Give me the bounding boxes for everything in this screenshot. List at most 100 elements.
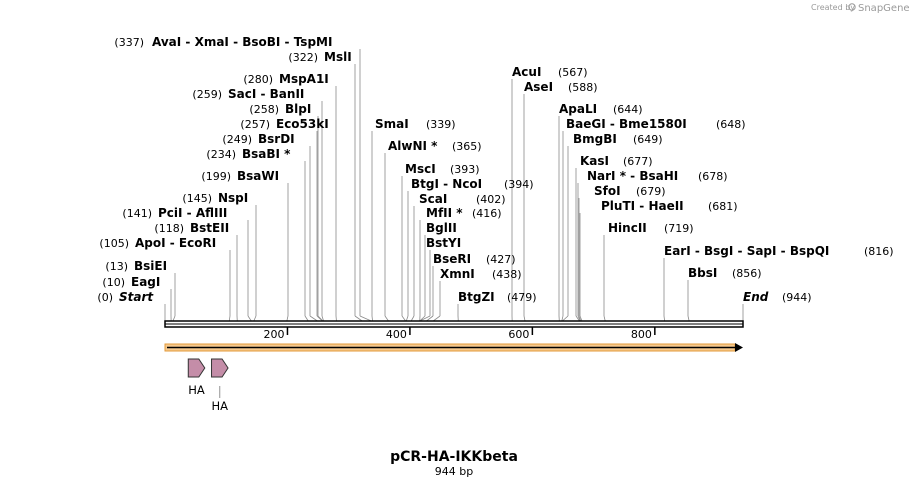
orf-arrowhead-icon [735,343,743,352]
site-leader-join [410,315,415,322]
site-leader-join [401,315,406,322]
site-position: (322) [288,51,318,64]
site-position: (648) [716,118,746,131]
ruler-tick-label: 600 [508,328,529,341]
site-position: (258) [249,103,279,116]
site-leader-join [687,315,690,322]
site-name: BsaBI * [242,147,291,161]
site-name: BtgI - NcoI [411,177,482,191]
site-position: (427) [486,253,516,266]
site-position: (118) [154,222,184,235]
features: HA HA [187,358,229,413]
site-name: ApaLI [559,102,597,116]
site-position: (677) [623,155,653,168]
site-name: KasI [580,154,609,168]
site-position: (10) [102,276,125,289]
site-leader-join [426,315,434,322]
site-name: BsaWI [237,169,279,183]
site-position: (0) [97,291,113,304]
site-position: (145) [182,192,212,205]
site-leader-join [384,315,389,322]
site-name: ScaI [419,192,447,206]
site-leader-join [562,315,569,322]
site-leader-join [579,315,583,322]
map-title: pCR-HA-IKKbeta [390,449,518,465]
site-leader-join [405,315,409,322]
site-position: (259) [192,88,222,101]
site-name: HincII [608,221,647,235]
site-name: NspI [218,191,248,205]
site-position: (678) [698,170,728,183]
site-name: AlwNI * [388,139,438,153]
site-name: MscI [405,162,436,176]
site-position: (393) [450,163,480,176]
site-name: SmaI [375,117,409,131]
site-leader-join [304,315,309,322]
feature-label: HA [188,383,205,397]
site-name: MspA1I [279,72,329,86]
site-name: BlpI [285,102,311,116]
site-leader-join [419,315,431,322]
credit-brand: SnapGene [858,3,909,14]
site-position: (365) [452,140,482,153]
site-position: (944) [782,291,812,304]
site-name: EarI - BsgI - SapI - BspQI [664,244,829,258]
site-name: BsrDI [258,132,295,146]
site-leaders [164,49,744,322]
site-position: (234) [206,148,236,161]
site-leader-join [321,315,324,322]
site-leader-join [247,315,252,322]
site-position: (816) [864,245,894,258]
site-leader-join [309,315,318,322]
site-leader-join [286,315,289,322]
site-name: XmnI [440,267,475,281]
feature-label: HA [212,399,229,413]
site-leader-join [561,315,564,322]
site-leader-join [317,315,324,322]
site-name: BsiEI [134,259,167,273]
site-leader-join [316,315,323,322]
ruler-tick-label: 200 [263,328,284,341]
site-position: (567) [558,66,588,79]
site-position: (13) [105,260,128,273]
site-position: (679) [636,185,666,198]
site-name: SacI - BanII [228,87,304,101]
site-name: End [743,290,769,304]
site-position: (339) [426,118,456,131]
site-leader-join [523,315,526,322]
site-position: (856) [732,267,762,280]
site-position: (588) [568,81,598,94]
site-leader-join [577,315,581,322]
site-name: PciI - AflIII [158,206,227,220]
site-name: ApoI - EcoRI [135,236,216,250]
ha-feature-arrow-icon [187,358,206,378]
site-position: (416) [472,207,502,220]
site-position: (105) [99,237,129,250]
site-position: (644) [613,103,643,116]
site-name: Start [119,290,154,304]
site-position: (649) [633,133,663,146]
site-leader-join [371,315,373,322]
ruler-ticks: 200 400 600 800 [263,327,656,341]
site-name: EagI [131,275,160,289]
site-name: BaeGI - Bme1580I [566,117,687,131]
site-leader-join [228,315,231,322]
credit-prefix: Created by [811,3,855,12]
site-leader-join [603,315,606,322]
site-labels: (337) AvaI - XmaI - BsoBI - TspMI (322) Msl… [97,35,893,304]
site-leader-join [578,315,582,322]
site-position: (257) [240,118,270,131]
site-position: (199) [201,170,231,183]
site-leader-join [359,315,372,322]
site-name: BstYI [426,236,461,250]
ruler-tick-label: 800 [631,328,652,341]
site-position: (141) [122,207,152,220]
site-name: NarI * - BsaHI [587,169,678,183]
site-leader-join [354,315,363,322]
site-position: (479) [507,291,537,304]
snapgene-logo-icon [848,3,856,11]
site-name: BglII [426,221,457,235]
site-position: (402) [476,193,506,206]
site-position: (719) [664,222,694,235]
